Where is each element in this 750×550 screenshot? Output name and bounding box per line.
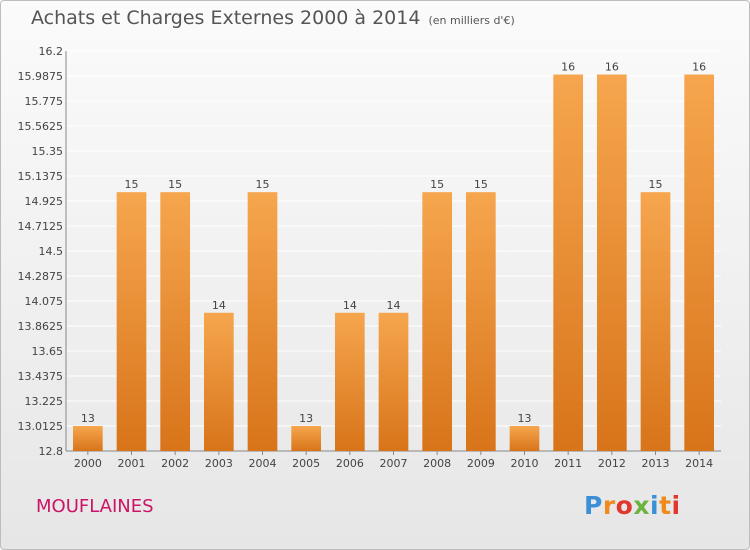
chart-unit: (en milliers d'€)	[428, 14, 515, 27]
y-tick-label: 15.5625	[18, 120, 64, 133]
x-tick-label: 2013	[642, 457, 670, 470]
x-tick-label: 2006	[336, 457, 364, 470]
logo-letter: r	[602, 491, 616, 520]
x-tick-label: 2007	[380, 457, 408, 470]
x-tick-label: 2002	[161, 457, 189, 470]
data-label: 15	[474, 178, 488, 191]
y-tick-label: 13.65	[32, 345, 64, 358]
y-tick-label: 15.35	[32, 145, 64, 158]
data-label: 15	[125, 178, 139, 191]
x-tick-label: 2009	[467, 457, 495, 470]
bar	[596, 74, 627, 451]
bar	[116, 192, 147, 452]
bar	[465, 192, 496, 452]
bar	[160, 192, 191, 452]
bar	[291, 426, 322, 451]
logo-letter: t	[659, 491, 672, 520]
x-tick-label: 2000	[74, 457, 102, 470]
y-tick-label: 14.7125	[18, 220, 64, 233]
logo-letter: x	[633, 491, 650, 520]
data-label: 13	[299, 412, 313, 425]
town-name: MOUFLAINES	[36, 496, 154, 517]
data-label: 14	[387, 299, 401, 312]
y-tick-label: 14.925	[25, 195, 64, 208]
bar	[334, 312, 365, 451]
data-label: 15	[168, 178, 182, 191]
x-tick-label: 2004	[249, 457, 277, 470]
x-tick-label: 2010	[511, 457, 539, 470]
x-tick-label: 2005	[292, 457, 320, 470]
logo-letter: o	[615, 491, 634, 520]
bar	[247, 192, 278, 452]
y-tick-label: 12.8	[39, 445, 64, 458]
data-label: 15	[430, 178, 444, 191]
y-tick-label: 13.8625	[18, 320, 64, 333]
proxiti-logo[interactable]: Proxiti	[584, 491, 681, 520]
y-tick-label: 13.0125	[18, 420, 64, 433]
x-tick-label: 2012	[598, 457, 626, 470]
bar	[640, 192, 671, 452]
data-label: 13	[81, 412, 95, 425]
data-label: 16	[692, 61, 706, 74]
y-tick-label: 15.775	[25, 95, 64, 108]
data-label: 14	[212, 299, 226, 312]
logo-letter: i	[650, 491, 660, 520]
y-tick-label: 15.1375	[18, 170, 64, 183]
y-tick-label: 16.2	[39, 45, 64, 58]
bar	[422, 192, 453, 452]
bar	[378, 312, 409, 451]
x-tick-label: 2014	[685, 457, 713, 470]
bar	[203, 312, 234, 451]
x-tick-label: 2003	[205, 457, 233, 470]
logo-letter: P	[584, 491, 603, 520]
bar	[553, 74, 584, 451]
y-tick-label: 14.2875	[18, 270, 64, 283]
x-tick-label: 2008	[423, 457, 451, 470]
data-label: 16	[605, 61, 619, 74]
y-tick-label: 13.225	[25, 395, 64, 408]
x-tick-label: 2001	[118, 457, 146, 470]
bar	[72, 426, 103, 451]
chart-title-text: Achats et Charges Externes 2000 à 2014	[31, 7, 421, 29]
chart-title: Achats et Charges Externes 2000 à 2014 (e…	[31, 7, 515, 29]
y-tick-label: 14.5	[39, 245, 64, 258]
data-label: 16	[561, 61, 575, 74]
y-tick-label: 13.4375	[18, 370, 64, 383]
x-tick-label: 2011	[554, 457, 582, 470]
bar	[509, 426, 540, 451]
y-tick-label: 15.9875	[18, 70, 64, 83]
data-label: 13	[518, 412, 532, 425]
data-label: 14	[343, 299, 357, 312]
bar	[684, 74, 715, 451]
data-label: 15	[256, 178, 270, 191]
data-label: 15	[649, 178, 663, 191]
logo-letter: i	[671, 491, 681, 520]
y-tick-label: 14.075	[25, 295, 64, 308]
